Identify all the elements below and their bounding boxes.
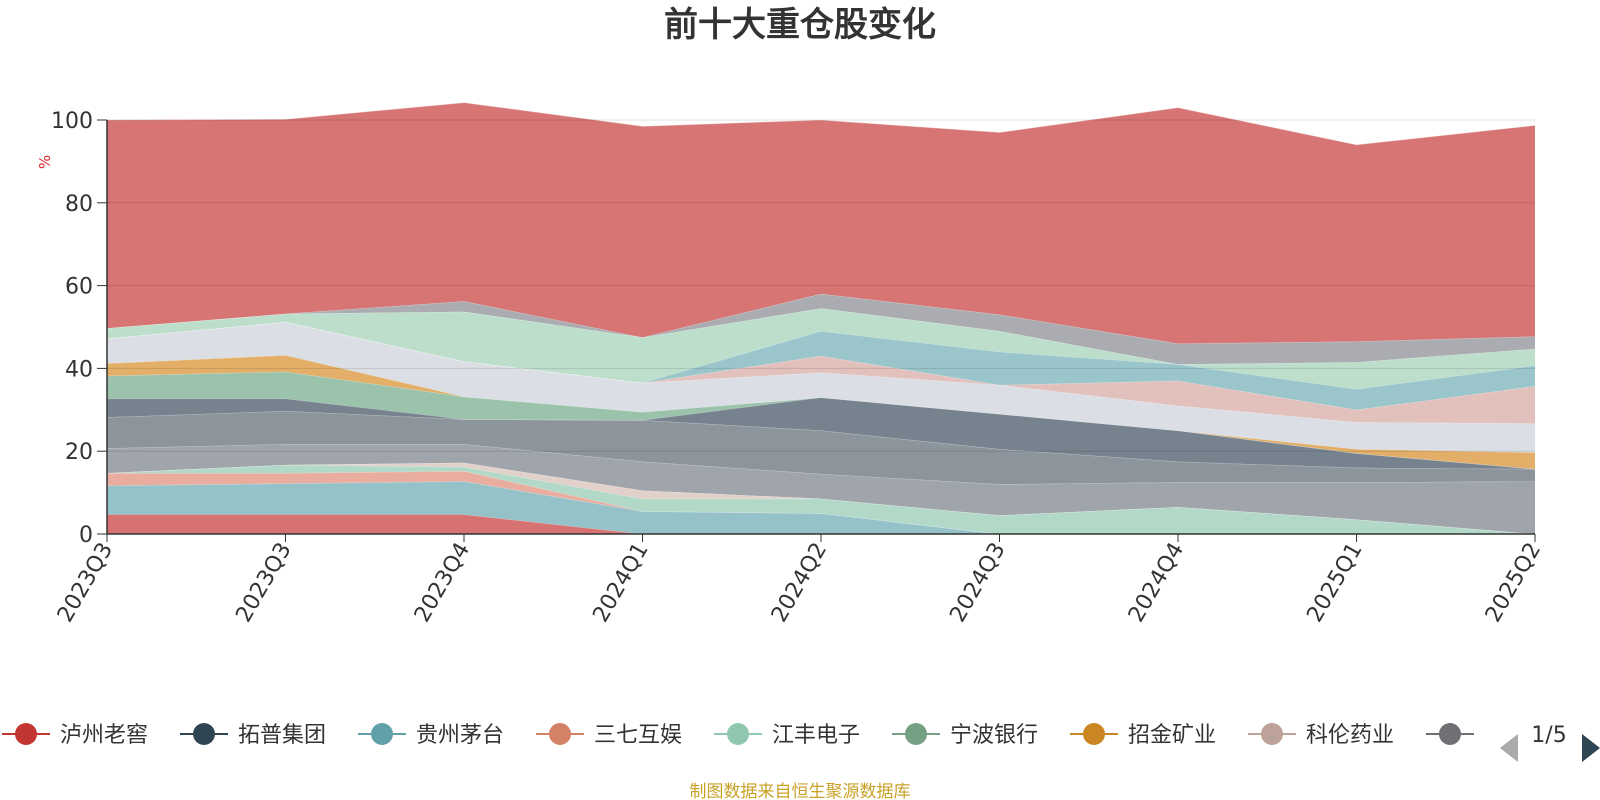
- chart-title: 前十大重仓股变化: [664, 5, 936, 45]
- area-series-14: [107, 308, 1535, 390]
- area-series-12: [107, 322, 1535, 424]
- area-series-10: [107, 355, 1535, 469]
- area-series-8: [107, 397, 1535, 469]
- legend: 泸州老窖 拓普集团 贵州茅台 三七互娱 江丰电子 宁波银行 招金矿业 科伦药业: [2, 723, 1474, 748]
- y-tick-label: 80: [65, 192, 93, 217]
- legend-marker: [1439, 723, 1461, 745]
- y-tick-label: 40: [65, 357, 93, 382]
- legend-label: 科伦药业: [1306, 723, 1394, 748]
- x-tick-label: 2023Q4: [410, 539, 475, 627]
- legend-marker: [1083, 723, 1105, 745]
- legend-marker: [193, 723, 215, 745]
- x-axis: 2023Q3 2023Q3 2023Q4 2024Q1 2024Q2 2024Q3 2024…: [53, 533, 1546, 627]
- legend-label: 拓普集团: [238, 723, 326, 748]
- area-series-11: [107, 322, 1535, 453]
- area-series-3: [107, 471, 1535, 534]
- legend-label: 江丰电子: [772, 723, 860, 748]
- legend-item[interactable]: 贵州茅台: [358, 723, 504, 748]
- legend-marker: [727, 723, 749, 745]
- legend-item[interactable]: 宁波银行: [892, 723, 1038, 748]
- legend-item[interactable]: 招金矿业: [1070, 723, 1216, 748]
- x-tick-label: 2025Q2: [1481, 539, 1546, 627]
- area-series-4: [107, 464, 1535, 534]
- legend-prev-icon[interactable]: [1500, 734, 1518, 762]
- legend-item[interactable]: 泸州老窖: [2, 723, 148, 748]
- area-series-13: [107, 322, 1535, 410]
- area-series-6: [107, 444, 1535, 534]
- y-tick-label: 20: [65, 440, 93, 465]
- legend-label: 宁波银行: [950, 723, 1038, 748]
- legend-marker: [371, 723, 393, 745]
- legend-item[interactable]: 科伦药业: [1248, 723, 1394, 748]
- area-series-16: [107, 102, 1535, 344]
- legend-page-indicator: 1/5: [1531, 723, 1566, 748]
- legend-label: 三七互娱: [594, 723, 682, 748]
- footer-source: 制图数据来自恒生聚源数据库: [690, 782, 911, 800]
- x-tick-label: 2024Q1: [588, 539, 653, 627]
- legend-marker: [1261, 723, 1283, 745]
- legend-pager: 1/5: [1500, 723, 1600, 762]
- area-series-7: [107, 411, 1535, 485]
- legend-label: 招金矿业: [1128, 723, 1216, 748]
- x-tick-label: 2025Q1: [1302, 539, 1367, 627]
- legend-next-icon[interactable]: [1582, 734, 1600, 762]
- legend-label: 贵州茅台: [416, 723, 504, 748]
- x-tick-label: 2024Q2: [767, 539, 832, 627]
- area-series-1: [107, 514, 1535, 534]
- x-tick-label: 2024Q4: [1124, 539, 1189, 627]
- area-series-edge-16: [106, 102, 1536, 146]
- legend-item[interactable]: [1426, 723, 1474, 745]
- area-series-9: [107, 371, 1535, 469]
- x-tick-label: 2024Q3: [945, 539, 1010, 627]
- legend-item[interactable]: 拓普集团: [180, 723, 326, 748]
- legend-label: 泸州老窖: [60, 723, 148, 748]
- legend-marker: [549, 723, 571, 745]
- legend-item[interactable]: 三七互娱: [536, 723, 682, 748]
- legend-marker: [905, 723, 927, 745]
- y-axis: 0 20 40 60 80 100: [51, 109, 108, 548]
- y-axis-label: %: [36, 155, 54, 169]
- x-tick-label: 2023Q3: [231, 539, 296, 627]
- area-series-15: [107, 293, 1535, 365]
- y-tick-label: 0: [79, 523, 93, 548]
- x-tick-label: 2023Q3: [53, 539, 118, 627]
- legend-item[interactable]: 江丰电子: [714, 723, 860, 748]
- plot-area: [106, 102, 1536, 535]
- legend-marker: [15, 723, 37, 745]
- y-tick-label: 60: [65, 275, 93, 300]
- y-tick-label: 100: [51, 109, 93, 134]
- area-series-2: [107, 481, 1535, 534]
